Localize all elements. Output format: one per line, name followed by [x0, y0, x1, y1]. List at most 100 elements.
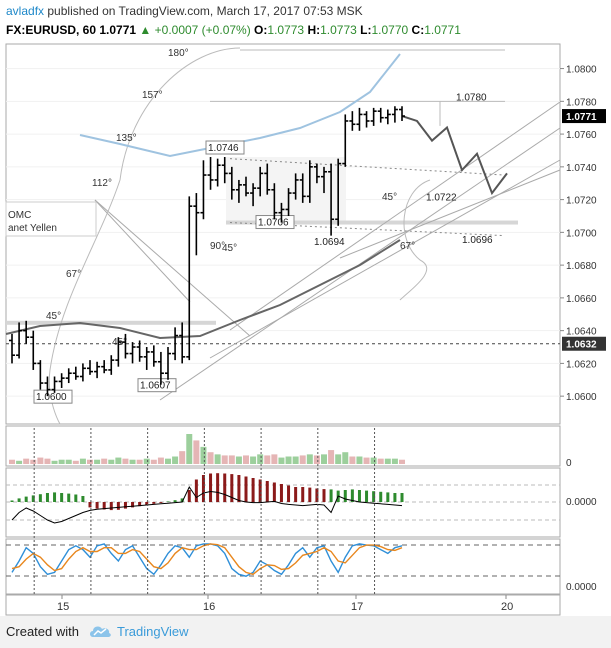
volume-bar — [150, 459, 157, 464]
volume-pane[interactable]: 0 — [5, 425, 572, 469]
gann-arc — [48, 47, 241, 425]
chart-area[interactable]: OMC anet Yellen 180° 157° 135° 112° 90° 67° 45° 4… — [0, 40, 611, 616]
volume-bar — [23, 458, 30, 464]
price-change: ▲ +0.0007 (+0.07%) — [139, 23, 251, 37]
tradingview-cloud-icon[interactable] — [88, 623, 112, 639]
volume-bar — [87, 459, 93, 464]
volume-bar — [228, 455, 235, 464]
macd-hist-bar — [24, 496, 28, 502]
volume-bar — [115, 457, 122, 464]
gann-fan-line — [94, 199, 191, 303]
price-label: 1.0706 — [258, 218, 289, 229]
macd-hist-bar — [237, 475, 241, 502]
macd-hist-bar — [194, 479, 198, 502]
event-note-box — [5, 201, 97, 237]
price-label-box — [137, 378, 177, 393]
volume-bar — [179, 451, 186, 464]
event-note-line: anet Yellen — [8, 223, 57, 234]
macd-signal-line — [11, 485, 403, 524]
time-axis-frame — [5, 594, 561, 616]
close-value: 1.0771 — [424, 23, 461, 37]
macd-hist-bar — [53, 492, 57, 502]
macd-hist-bar — [109, 502, 113, 511]
price-tick-label: 1.0780 — [566, 97, 597, 108]
macd-hist-bar — [17, 498, 21, 502]
volume-bar — [399, 459, 405, 464]
stoch-pane-frame — [5, 538, 561, 595]
price-tick-label: 1.0640 — [566, 327, 597, 338]
time-tick-label: 16 — [203, 601, 215, 613]
current-price-tag-box — [562, 109, 606, 124]
price-tick-label: 1.0600 — [566, 392, 597, 403]
gann-angle-label: 67° — [400, 241, 415, 252]
price-label-box — [205, 140, 245, 155]
volume-bar — [165, 458, 171, 464]
macd-pane[interactable]: 0.0000 — [5, 467, 597, 538]
volume-bars — [9, 434, 405, 464]
price-tick-label: 1.0800 — [566, 65, 597, 76]
price-label: 1.0696 — [462, 235, 493, 246]
macd-hist-bar — [116, 502, 120, 510]
price-axis[interactable]: 1.0800 1.0780 1.0760 1.0740 1.0720 1.0700 1.06… — [560, 65, 606, 404]
price-label: 1.0607 — [140, 381, 171, 392]
low-label: L: — [360, 23, 372, 37]
dotted-upper-line — [229, 158, 505, 176]
high-label: H: — [307, 23, 321, 37]
macd-hist-bar — [123, 502, 127, 509]
price-tick-label: 1.0760 — [566, 130, 597, 141]
macd-hist-bar — [350, 489, 354, 502]
volume-bar — [214, 454, 221, 464]
volume-bar — [292, 456, 299, 464]
macd-hist-bar — [145, 502, 149, 505]
symbol-label: FX:EURUSD, 60 — [6, 23, 97, 37]
resistance-band — [6, 320, 216, 325]
volume-bar — [349, 456, 356, 464]
macd-hist-bar — [187, 490, 191, 502]
stoch-pane[interactable]: 0.0000 — [5, 538, 597, 595]
high-value: 1.0773 — [320, 23, 357, 37]
macd-hist-bar — [10, 500, 14, 502]
macd-hist-bar — [209, 473, 213, 502]
volume-bar — [44, 458, 51, 464]
stoch-d-line — [11, 543, 403, 576]
volume-bar — [143, 458, 150, 464]
projected-path — [401, 115, 508, 196]
price-pane[interactable]: OMC anet Yellen 180° 157° 135° 112° 90° 67° 45° 4… — [5, 43, 606, 425]
author-link[interactable]: avladfx — [6, 4, 45, 18]
volume-bar — [122, 458, 129, 464]
gann-angle-label: 135° — [116, 133, 137, 144]
footer: Created with TradingView — [0, 616, 611, 648]
macd-hist-bar — [131, 502, 135, 508]
macd-hist-bar — [95, 502, 99, 509]
macd-hist-bar — [393, 493, 397, 502]
last-price: 1.0771 — [99, 23, 137, 37]
volume-bar — [51, 460, 58, 464]
open-label: O: — [254, 23, 268, 37]
macd-hist-bar — [74, 494, 78, 502]
gann-angle-label: 45° — [222, 243, 237, 254]
price-tick-label: 1.0680 — [566, 261, 597, 272]
volume-bar — [79, 458, 86, 464]
volume-bar — [193, 440, 200, 464]
gann-angle-label: 90° — [210, 241, 225, 252]
macd-hist-bar — [88, 502, 92, 508]
marked-price-tag-box — [562, 336, 606, 351]
price-tick-label: 1.0620 — [566, 359, 597, 370]
volume-axis-label: 0 — [566, 458, 572, 469]
volume-bar — [157, 457, 164, 464]
volume-bar — [221, 455, 228, 464]
gann-angle-label: 45° — [382, 192, 397, 203]
volume-bar — [391, 458, 398, 464]
price-tick-label: 1.0700 — [566, 228, 597, 239]
gann-angle-label: 67° — [66, 269, 81, 280]
time-axis[interactable]: 15 16 17 20 — [5, 594, 561, 616]
tradingview-link[interactable]: TradingView — [117, 624, 189, 639]
price-label: 1.0780 — [456, 92, 487, 103]
macd-hist-bar — [166, 501, 170, 502]
macd-axis-label: 0.0000 — [566, 497, 597, 508]
volume-bar — [285, 456, 292, 464]
candles — [9, 106, 405, 397]
volume-bar — [264, 455, 271, 464]
macd-hist-bar — [60, 493, 64, 502]
macd-hist-bar — [159, 502, 163, 503]
